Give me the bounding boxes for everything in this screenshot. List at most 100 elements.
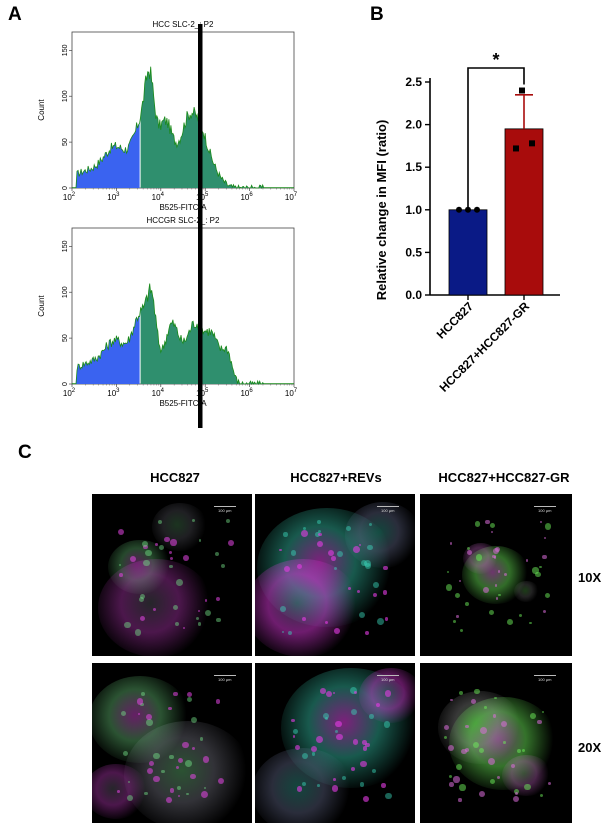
fluorescence-speck	[293, 729, 298, 735]
fluorescence-speck	[126, 794, 134, 801]
fluorescence-speck	[336, 733, 343, 741]
fluorescence-speck	[117, 528, 125, 536]
fluorescence-speck	[512, 795, 519, 802]
fluorescence-speck	[142, 540, 149, 547]
fluorescence-speck	[139, 616, 146, 622]
fluorescence-region	[256, 507, 398, 628]
fluorescence-speck	[333, 778, 336, 782]
micro-col-title-3: HCC827+HCC827-GR	[438, 470, 570, 485]
fluorescence-speck	[475, 554, 483, 561]
fluorescence-speck	[169, 557, 173, 561]
fluorescence-speck	[204, 599, 208, 602]
fluorescence-speck	[319, 688, 326, 694]
bar-ytick-label: 2.5	[405, 75, 422, 89]
bar-ytick-label: 2.0	[405, 118, 422, 132]
fluorescence-speck	[183, 555, 190, 562]
fluorescence-speck	[459, 784, 466, 791]
histogram-1-xlabel: B525-FITC-A	[159, 203, 207, 212]
fluorescence-speck	[471, 699, 477, 704]
fluorescence-speck	[174, 621, 179, 626]
fluorescence-speck	[496, 775, 501, 780]
histogram-2: HCCGR SLC-2_: P2 B525-FITC-A Count 0 50 10…	[37, 216, 298, 408]
histogram-xtick-label: 103	[107, 192, 120, 202]
fluorescence-speck	[200, 737, 204, 741]
fluorescence-speck	[524, 783, 532, 791]
fluorescence-speck	[124, 621, 131, 629]
fluorescence-speck	[331, 556, 337, 561]
histogram-xtick-label: 107	[285, 388, 298, 398]
fluorescence-speck	[365, 742, 370, 748]
fluorescence-speck	[279, 606, 286, 612]
fluorescence-speck	[197, 622, 202, 626]
scale-bar	[377, 675, 399, 676]
fluorescence-speck	[310, 745, 317, 753]
fluorescence-speck	[348, 586, 352, 590]
fluorescence-speck	[359, 782, 365, 787]
fluorescence-speck	[384, 617, 389, 621]
fluorescence-speck	[479, 790, 486, 797]
fluorescence-speck	[459, 629, 463, 633]
fluorescence-speck	[282, 631, 285, 634]
histogram-ytick-label: 50	[62, 334, 69, 342]
fluorescence-speck	[195, 616, 200, 621]
fluorescence-speck	[192, 518, 196, 522]
histogram-2-outline	[72, 283, 294, 386]
fluorescence-speck	[543, 536, 546, 539]
histogram-xtick-label: 104	[152, 192, 165, 202]
fluorescence-speck	[359, 611, 366, 618]
fluorescence-speck	[314, 532, 320, 537]
fluorescence-speck	[216, 617, 221, 623]
scale-bar	[534, 675, 556, 676]
fluorescence-region	[280, 667, 415, 788]
fluorescence-speck	[542, 710, 545, 714]
fluorescence-speck	[177, 758, 184, 764]
fluorescence-speck	[456, 615, 459, 618]
bar-chart-ylabel: Relative change in MFI (ratio)	[374, 120, 389, 301]
fluorescence-speck	[317, 784, 321, 787]
fluorescence-speck	[487, 757, 495, 765]
fluorescence-speck	[518, 613, 523, 618]
fluorescence-speck	[165, 797, 172, 803]
fluorescence-region	[98, 559, 214, 656]
histogram-xtick-label: 102	[63, 388, 76, 398]
micrograph-10x-2: 100 µm	[255, 494, 415, 656]
fluorescence-speck	[360, 760, 367, 768]
fluorescence-speck	[178, 794, 181, 797]
fluorescence-speck	[177, 785, 182, 790]
fluorescence-speck	[182, 741, 189, 749]
fluorescence-speck	[514, 789, 520, 795]
fluorescence-region	[514, 580, 539, 602]
fluorescence-speck	[173, 691, 179, 697]
fluorescence-speck	[535, 571, 541, 578]
histogram-xtick-label: 106	[240, 388, 253, 398]
fluorescence-speck	[337, 550, 344, 557]
fluorescence-speck	[373, 592, 378, 597]
scale-bar-label: 100 µm	[218, 677, 232, 682]
fluorescence-speck	[497, 593, 501, 597]
fluorescence-speck	[122, 751, 128, 757]
histogram-2-gate-region	[72, 316, 140, 384]
fluorescence-speck	[503, 572, 508, 577]
fluorescence-speck	[169, 565, 173, 569]
fluorescence-speck	[539, 794, 543, 798]
fluorescence-speck	[161, 769, 165, 774]
fluorescence-speck	[478, 747, 485, 754]
bar-ytick-label: 1.5	[405, 160, 422, 174]
fluorescence-speck	[495, 597, 499, 600]
fluorescence-speck	[458, 691, 463, 696]
scale-bar	[214, 675, 236, 676]
data-point	[456, 206, 462, 213]
micro-col-title-1: HCC827	[150, 470, 200, 485]
histogram-ytick-label: 50	[62, 138, 69, 146]
fluorescence-speck	[120, 710, 127, 717]
fluorescence-region	[461, 546, 531, 605]
fluorescence-speck	[295, 745, 301, 751]
fluorescence-speck	[453, 776, 460, 783]
panel-letter-a: A	[8, 4, 22, 25]
fluorescence-speck	[214, 551, 220, 557]
bar-chart-yticks: 0.0 0.5 1.0 1.5 2.0 2.5	[405, 75, 430, 302]
fluorescence-speck	[383, 721, 390, 728]
bar-chart-points	[456, 87, 535, 213]
fluorescence-speck	[364, 631, 369, 635]
fluorescence-speck	[175, 765, 179, 769]
